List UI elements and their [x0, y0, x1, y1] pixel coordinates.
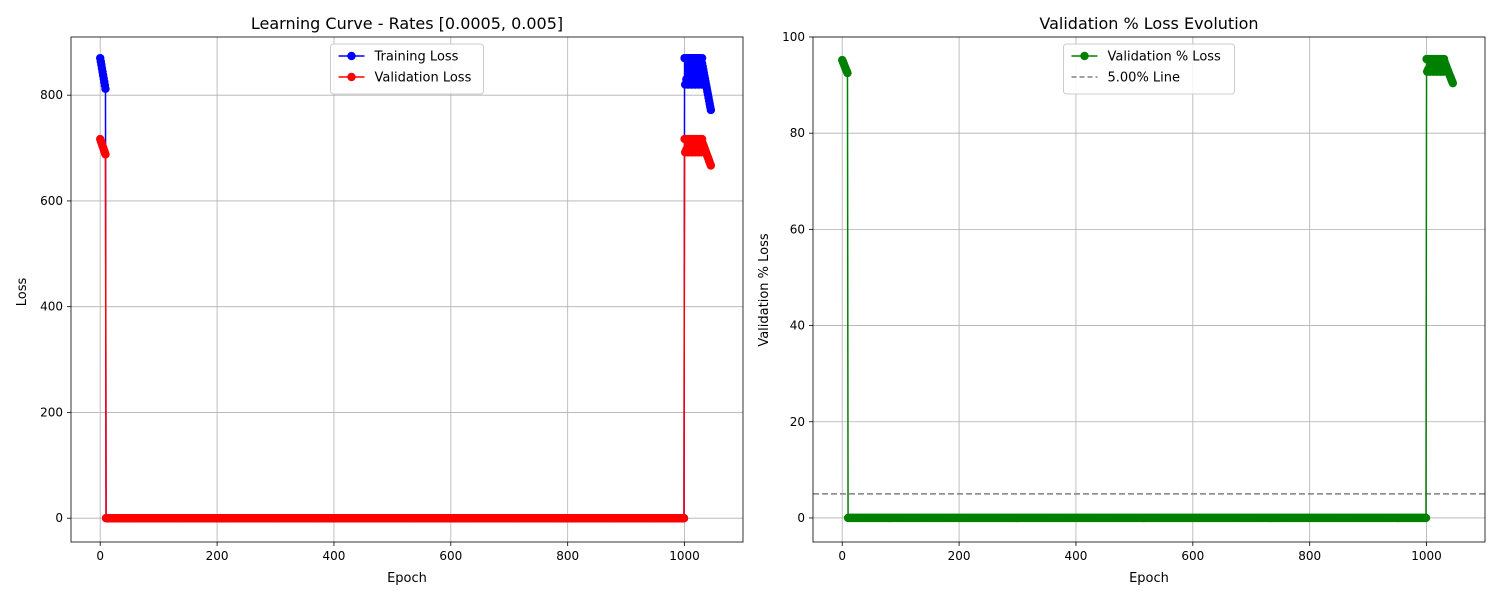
y-tick-label: 0 [55, 511, 63, 525]
validation-percent-loss-chart: Validation % Loss Evolution Epoch Valida… [757, 14, 1486, 586]
data-point [679, 514, 689, 523]
x-tick-label: 0 [838, 549, 846, 563]
axes-frame [812, 36, 1486, 543]
x-tick-label: 400 [323, 549, 346, 563]
data-point [843, 68, 852, 78]
legend-label: Validation Loss [375, 71, 472, 86]
legend: Training Loss Validation Loss [330, 43, 484, 95]
x-tick-label: 200 [206, 549, 229, 563]
y-tick-label: 40 [790, 319, 805, 333]
chart-title: Validation % Loss Evolution [1039, 14, 1258, 33]
legend-marker [347, 51, 356, 61]
legend-marker [1080, 51, 1089, 61]
x-axis-label: Epoch [387, 571, 427, 586]
chart-title: Learning Curve - Rates [0.0005, 0.005] [251, 14, 563, 33]
legend-label: 5.00% Line [1108, 71, 1181, 86]
learning-curve-chart: Learning Curve - Rates [0.0005, 0.005] E… [15, 14, 744, 586]
data-point [1448, 78, 1458, 88]
series-validation-loss [96, 134, 716, 523]
data-point [706, 161, 716, 170]
y-axis-label: Loss [15, 278, 30, 307]
y-tick-label: 200 [40, 405, 63, 419]
x-tick-label: 200 [948, 549, 971, 563]
data-point [101, 84, 110, 94]
legend: Validation % Loss 5.00% Line [1063, 43, 1235, 95]
x-tick-label: 400 [1065, 549, 1088, 563]
x-tick-label: 1000 [669, 549, 700, 563]
series-training-loss [96, 53, 716, 523]
series-line [99, 58, 712, 519]
series-line [99, 138, 712, 519]
x-tick-label: 800 [556, 549, 579, 563]
y-tick-label: 800 [40, 88, 63, 102]
series-validation-loss [838, 54, 1458, 523]
y-tick-label: 400 [40, 300, 63, 314]
x-axis-label: Epoch [1129, 571, 1169, 586]
data-point [101, 150, 110, 159]
legend-label: Training Loss [374, 50, 459, 65]
x-tick-label: 1000 [1411, 549, 1442, 563]
x-tick-label: 0 [96, 549, 104, 563]
y-tick-label: 80 [790, 126, 805, 140]
y-tick-label: 20 [790, 415, 805, 429]
data-point [706, 105, 716, 115]
y-tick-label: 100 [782, 30, 805, 44]
data-point [1421, 513, 1431, 523]
x-tick-label: 600 [439, 549, 462, 563]
x-tick-label: 600 [1181, 549, 1204, 563]
y-tick-label: 60 [790, 222, 805, 236]
y-tick-label: 600 [40, 194, 63, 208]
legend-label: Validation % Loss [1108, 50, 1222, 65]
legend-marker [347, 72, 356, 82]
axes-frame [70, 36, 744, 543]
y-axis-label: Validation % Loss [757, 233, 772, 347]
y-tick-label: 0 [797, 511, 805, 525]
x-tick-label: 800 [1298, 549, 1321, 563]
series-line [841, 59, 1454, 519]
